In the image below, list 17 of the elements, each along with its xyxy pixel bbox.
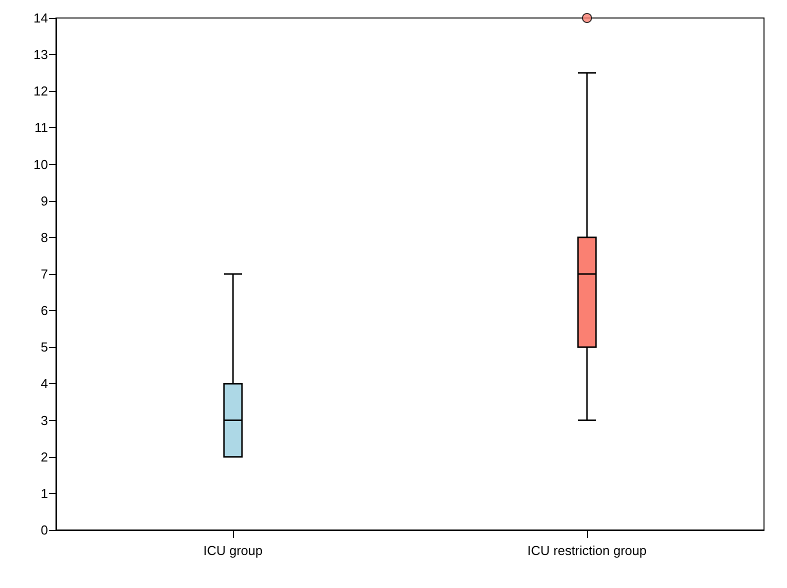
- y-tick-label: 0: [40, 522, 48, 538]
- y-tick-label: 6: [40, 303, 48, 318]
- y-tick-label: 4: [40, 376, 48, 392]
- y-tick-label: 9: [40, 193, 48, 208]
- y-tick-label: 1: [40, 486, 48, 501]
- y-tick-label: 3: [40, 412, 48, 428]
- y-tick-label: 13: [34, 47, 48, 62]
- y-tick-label: 8: [40, 230, 48, 245]
- x-tick-label: ICU restriction group: [527, 543, 647, 558]
- y-tick-label: 11: [34, 120, 48, 136]
- y-tick-label: 5: [40, 340, 48, 355]
- y-tick-label: 14: [34, 10, 48, 26]
- y-tick-label: 12: [34, 84, 48, 99]
- y-tick-label: 2: [40, 449, 48, 464]
- y-tick-label: 10: [34, 156, 48, 172]
- x-tick-label: ICU group: [203, 543, 263, 558]
- y-tick-label: 7: [40, 266, 48, 282]
